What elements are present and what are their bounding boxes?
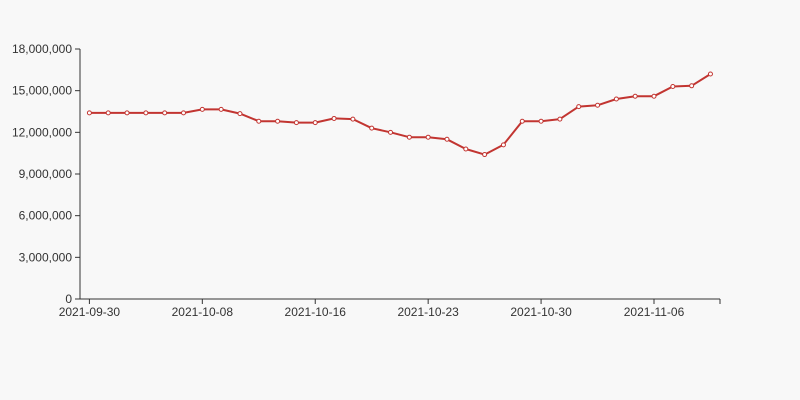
- data-point: [613, 96, 619, 102]
- data-point: [670, 84, 676, 89]
- data-point: [275, 118, 281, 124]
- series-line: [89, 73, 712, 156]
- data-point: [444, 136, 450, 142]
- data-point: [576, 104, 582, 110]
- x-tick-label: 2021-10-23: [397, 305, 459, 319]
- y-tick-label: 15,000,000: [12, 84, 72, 98]
- data-point: [237, 111, 243, 117]
- y-tick-label: 18,000,000: [12, 42, 72, 56]
- y-tick-label: 12,000,000: [12, 125, 72, 139]
- data-point: [162, 110, 168, 116]
- data-point: [557, 116, 563, 122]
- y-tick-label: 6,000,000: [19, 209, 73, 223]
- y-tick-label: 0: [65, 292, 72, 306]
- data-point: [105, 110, 111, 116]
- x-tick-label: 2021-09-30: [59, 305, 121, 319]
- data-point: [86, 110, 92, 116]
- axes: 0 3,000,000 6,000,000 9,000,000 12,000,000 15…: [12, 42, 721, 319]
- data-point: [293, 120, 299, 126]
- data-point: [350, 116, 356, 122]
- data-point: [689, 83, 695, 89]
- data-point: [651, 93, 657, 99]
- data-point: [707, 71, 713, 77]
- data-point: [388, 129, 394, 135]
- data-point: [124, 110, 130, 116]
- data-point: [199, 106, 205, 112]
- data-point: [181, 110, 186, 116]
- data-point: [369, 125, 375, 131]
- x-tick-label: 2021-10-30: [510, 305, 572, 319]
- data-point: [482, 152, 488, 158]
- data-point: [500, 142, 506, 148]
- series-layer: [86, 71, 713, 158]
- data-point: [312, 120, 318, 126]
- y-tick-label: 9,000,000: [19, 167, 73, 181]
- data-point: [425, 134, 431, 140]
- data-point: [406, 134, 412, 140]
- x-tick-label: 2021-10-08: [172, 305, 234, 319]
- data-point: [519, 118, 525, 124]
- data-point: [218, 106, 224, 112]
- x-tick-label: 2021-10-16: [285, 305, 347, 319]
- data-point: [463, 146, 469, 152]
- x-tick-label: 2021-11-06: [624, 305, 685, 319]
- data-point: [256, 118, 262, 124]
- data-point: [331, 115, 337, 121]
- y-tick-label: 3,000,000: [19, 250, 73, 264]
- data-point: [595, 102, 601, 108]
- data-point: [143, 110, 149, 116]
- data-point: [538, 118, 544, 124]
- data-point: [632, 93, 638, 99]
